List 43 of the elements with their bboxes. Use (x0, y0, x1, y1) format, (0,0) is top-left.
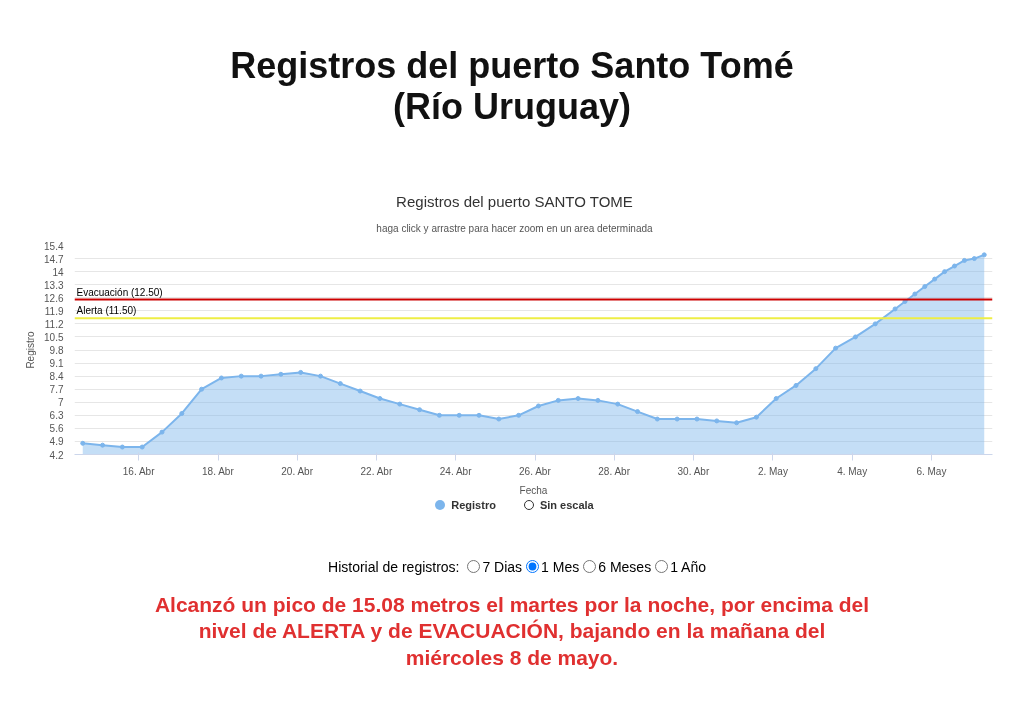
text: 6 Meses (597, 559, 652, 575)
y-tick-label: 5.6 (49, 423, 64, 435)
y-tick-label: 4.2 (49, 449, 64, 461)
y-tick-label: 11.9 (44, 305, 64, 317)
x-tick-label: 18. Abr (202, 465, 235, 477)
chart-subtitle: Registros del puerto SANTO TOME (395, 192, 634, 212)
legend-label: Sin escala (538, 499, 594, 511)
y-tick-label: 7.7 (49, 384, 64, 396)
x-tick-label: 16. Abr (122, 465, 156, 477)
y-axis-title: Registro (25, 330, 37, 369)
y-tick-label: 8.4 (49, 371, 64, 383)
chart-title: Registros del puerto Santo Tomé (Río Uruguay) (230, 45, 794, 128)
x-tick-label: 2. May (757, 465, 788, 477)
y-tick-label: 14.7 (44, 253, 64, 265)
y-tick-label: 10.5 (44, 331, 64, 343)
x-tick-label: 20. Abr (281, 465, 314, 477)
text: 1 Mes (540, 559, 580, 575)
y-tick-label: 11.2 (44, 318, 64, 330)
y-tick-label: 12.6 (44, 292, 64, 304)
y-tick-label: 9.1 (49, 358, 64, 370)
x-tick-label: 24. Abr (439, 465, 473, 477)
text: Historial de registros: (328, 559, 460, 575)
text: 1 Año (669, 559, 706, 575)
y-tick-label: 9.8 (49, 345, 64, 356)
ref-line-label: Alerta (11.50) (76, 305, 137, 317)
y-tick-label: 14 (52, 266, 64, 278)
y-tick-label: 13.3 (44, 279, 64, 291)
x-axis-title: Fecha (519, 484, 548, 496)
x-tick-label: 28. Abr (598, 465, 631, 477)
y-tick-label: 6.3 (49, 410, 64, 422)
legend-label: Registro (450, 499, 496, 511)
text: haga click y arrastre para hacer zoom en un area determinada (376, 222, 653, 237)
y-tick-label: 7 (57, 397, 64, 409)
x-tick-label: 4. May (837, 465, 868, 477)
x-tick-label: 6. May (916, 465, 947, 477)
text: Alcanzó un pico de 15.08 metros el martes por la noche, por encima del nivel de ALERTA y de EVACUACIÓN, bajando en la mañana del miércoles 8 de mayo. (153, 592, 871, 671)
y-tick-label: 4.9 (49, 436, 64, 448)
x-tick-label: 26. Abr (519, 465, 552, 477)
ref-line-label: Evacuación (12.50) (76, 286, 163, 298)
y-tick-label: 15.4 (44, 240, 64, 252)
x-tick-label: 30. Abr (677, 465, 710, 477)
text: 7 Dias (481, 559, 523, 575)
x-tick-label: 22. Abr (360, 465, 393, 477)
